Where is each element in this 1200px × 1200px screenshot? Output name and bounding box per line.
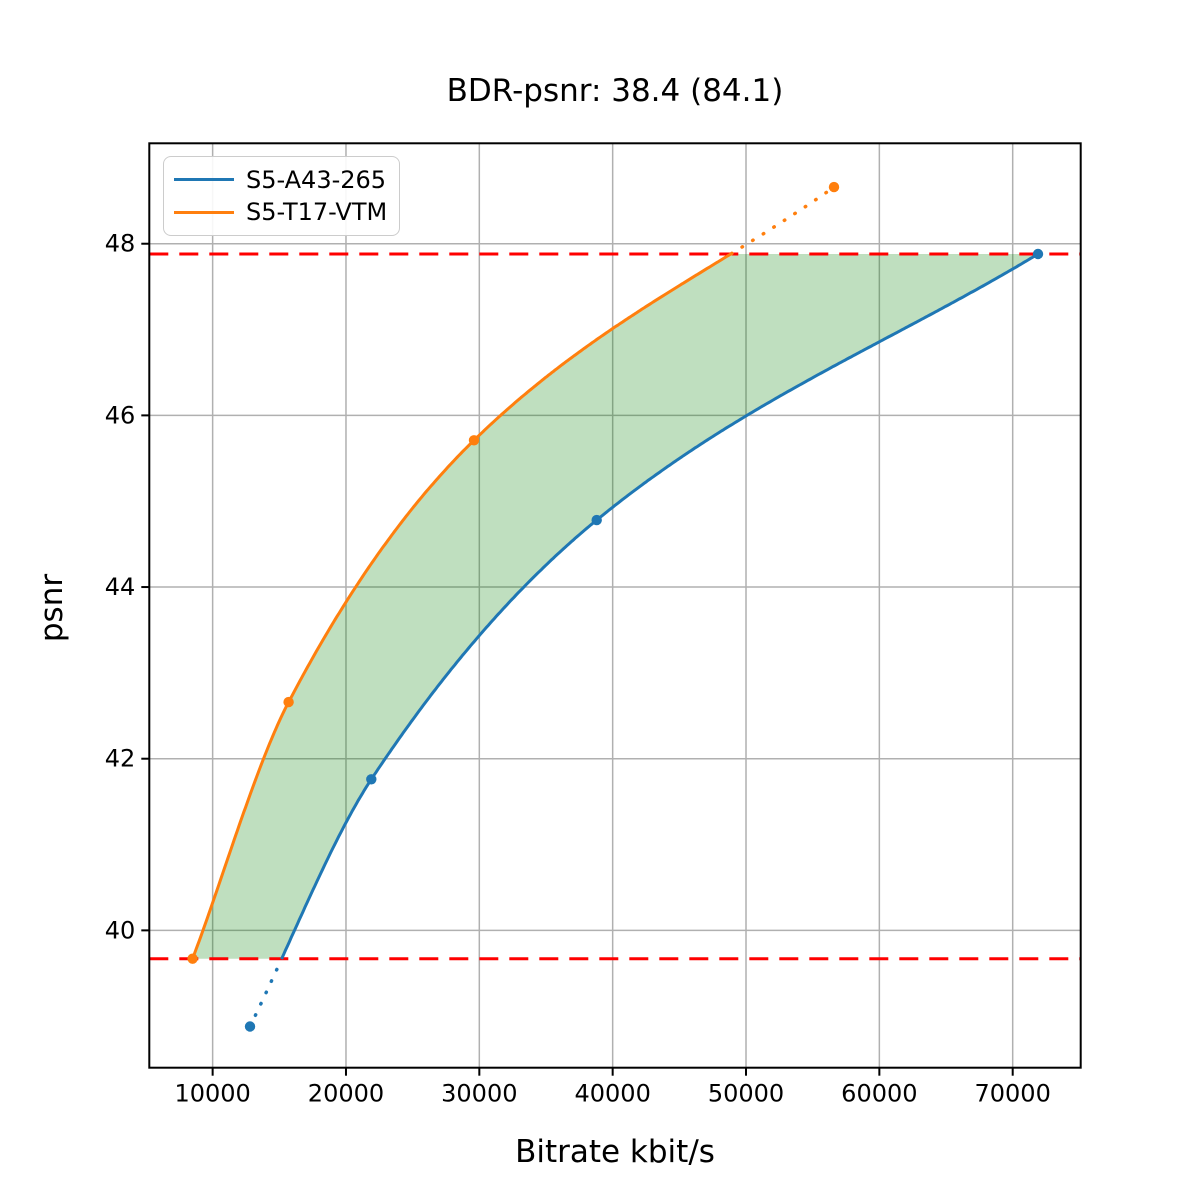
chart-title: BDR-psnr: 38.4 (84.1)	[446, 73, 784, 109]
axes-frame	[148, 142, 1082, 1069]
data-point-S5-T17-VTM	[828, 181, 840, 193]
x-tick-label: 20000	[308, 1080, 384, 1108]
x-tick-label: 10000	[174, 1080, 250, 1108]
y-tick-label: 40	[105, 916, 136, 944]
data-point-S5-T17-VTM	[283, 696, 294, 708]
series-curve-S5-T17-VTM	[729, 185, 836, 256]
data-point-S5-A43-265	[591, 514, 602, 526]
x-tick-label: 50000	[708, 1080, 784, 1108]
legend-line-sample-orange	[174, 210, 234, 214]
legend-label: S5-A43-265	[246, 165, 387, 194]
series-curve-S5-T17-VTM	[191, 252, 733, 960]
data-point-S5-A43-265	[366, 774, 377, 785]
bd-overlap-region	[192, 254, 1039, 959]
data-point-S5-A43-265	[1032, 248, 1044, 260]
series-curve-S5-A43-265	[248, 957, 284, 1029]
x-tick-label: 60000	[841, 1080, 917, 1108]
y-tick-label: 44	[105, 573, 136, 601]
legend: S5-A43-265 S5-T17-VTM	[163, 156, 400, 236]
series-curve-S5-A43-265	[280, 252, 1039, 960]
x-tick-label: 40000	[574, 1080, 650, 1108]
legend-item-s5-t17-vtm: S5-T17-VTM	[174, 198, 389, 226]
x-tick-label: 30000	[441, 1080, 517, 1108]
y-tick-label: 42	[105, 745, 136, 773]
legend-item-s5-a43-265: S5-A43-265	[174, 166, 389, 194]
y-tick-label: 46	[105, 401, 136, 429]
x-tick-label: 70000	[975, 1080, 1051, 1108]
legend-label: S5-T17-VTM	[246, 198, 388, 227]
data-point-S5-T17-VTM	[187, 953, 198, 964]
y-tick-label: 48	[105, 230, 136, 258]
x-axis-label: Bitrate kbit/s	[515, 1134, 715, 1170]
data-point-S5-A43-265	[244, 1021, 256, 1032]
legend-line-sample-blue	[174, 178, 234, 182]
data-point-S5-T17-VTM	[468, 435, 480, 446]
